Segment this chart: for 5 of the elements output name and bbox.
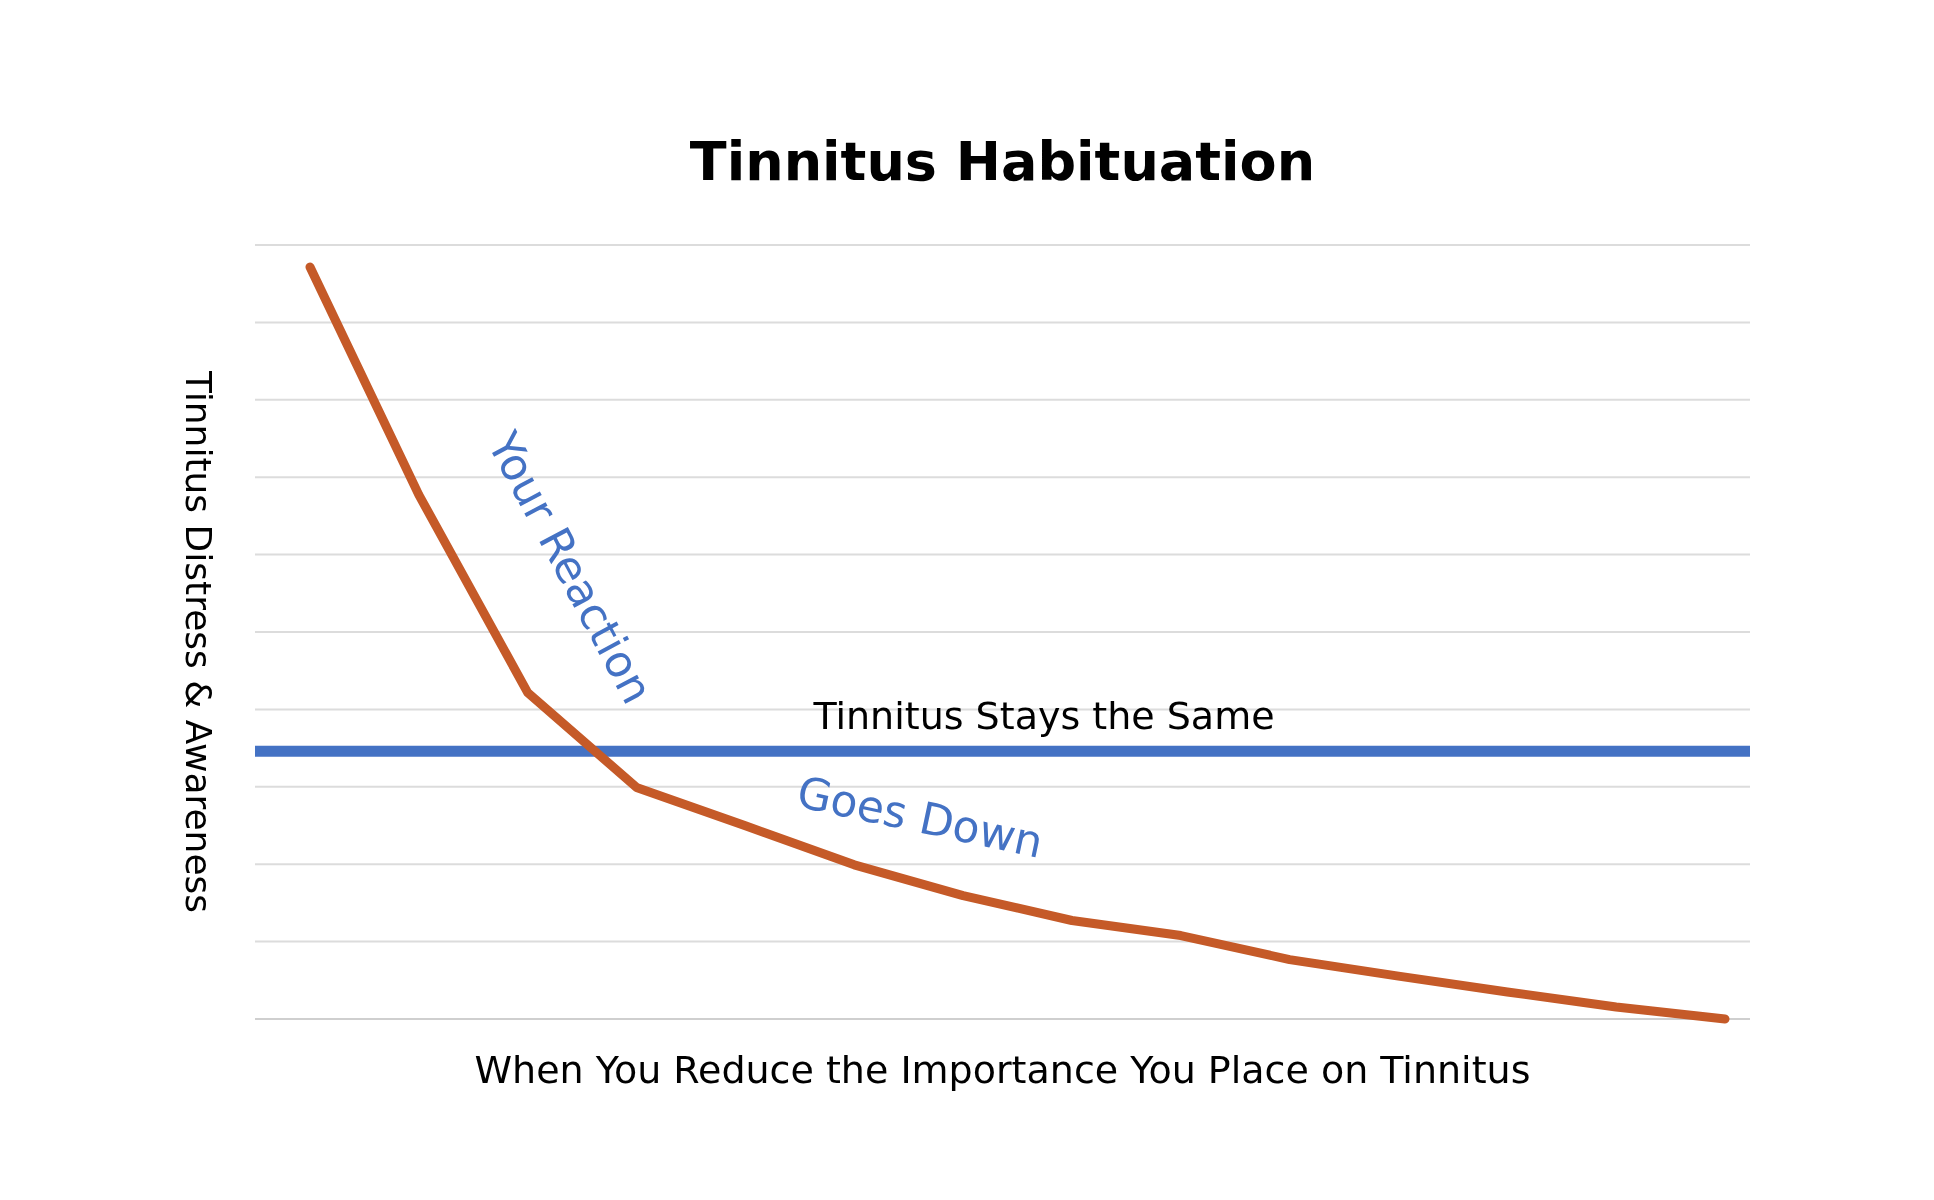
x-axis-title: When You Reduce the Importance You Place on Tinnitus: [474, 1048, 1531, 1092]
chart-title: Tinnitus Habituation: [689, 130, 1316, 193]
annotation: Goes Down: [792, 765, 1048, 868]
ref-line-label: Tinnitus Stays the Same: [812, 694, 1275, 739]
y-axis-title: Tinnitus Distress & Awareness: [178, 369, 219, 914]
